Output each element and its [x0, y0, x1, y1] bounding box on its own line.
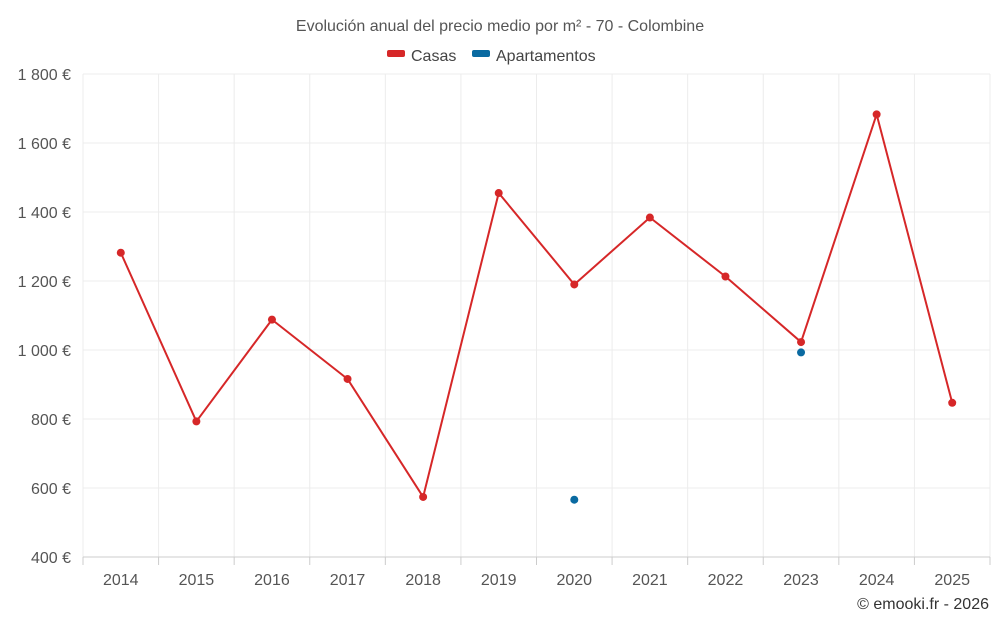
y-tick-label: 600 €	[31, 481, 71, 498]
y-tick-label: 1 600 €	[18, 136, 71, 153]
data-point-apartamentos[interactable]	[797, 348, 806, 357]
data-point-casas[interactable]	[419, 492, 428, 501]
x-tick-label: 2023	[783, 572, 819, 589]
y-axis: 400 € 600 € 800 € 1 000 € 1 200 € 1 400 € 1 60…	[18, 67, 71, 567]
chart-title: Evolución anual del precio medio por m² …	[296, 18, 704, 35]
y-tick-label: 1 000 €	[18, 343, 71, 360]
x-tick-label: 2025	[934, 572, 970, 589]
y-tick-label: 1 400 €	[18, 205, 71, 222]
grid	[82, 73, 991, 557]
legend-swatch-casas	[387, 50, 405, 57]
legend-label-apartamentos: Apartamentos	[496, 48, 596, 65]
y-tick-label: 800 €	[31, 412, 71, 429]
x-tick-label: 2021	[632, 572, 668, 589]
legend-item-casas[interactable]: Casas	[387, 48, 456, 65]
data-point-casas[interactable]	[267, 315, 276, 324]
x-tick-label: 2022	[708, 572, 744, 589]
x-tick-label: 2014	[103, 572, 139, 589]
x-tick-label: 2016	[254, 572, 290, 589]
x-tick-label: 2017	[330, 572, 366, 589]
y-tick-label: 400 €	[31, 550, 71, 567]
data-point-casas[interactable]	[948, 398, 957, 407]
data-point-casas[interactable]	[721, 272, 730, 281]
data-point-casas[interactable]	[645, 213, 654, 222]
x-tick-label: 2018	[405, 572, 441, 589]
data-point-casas[interactable]	[116, 248, 125, 257]
data-point-casas[interactable]	[570, 280, 579, 289]
series	[116, 110, 957, 504]
x-tick-label: 2015	[179, 572, 215, 589]
y-tick-label: 1 200 €	[18, 274, 71, 291]
data-point-casas[interactable]	[797, 338, 806, 347]
legend: Casas Apartamentos	[387, 48, 596, 65]
x-tick-label: 2024	[859, 572, 895, 589]
data-point-casas[interactable]	[343, 374, 352, 383]
legend-swatch-apartamentos	[472, 50, 490, 57]
credit-text: © emooki.fr - 2026	[857, 596, 989, 613]
y-tick-label: 1 800 €	[18, 67, 71, 84]
data-point-casas[interactable]	[192, 417, 201, 426]
data-point-casas[interactable]	[494, 189, 503, 198]
x-tick-label: 2019	[481, 572, 517, 589]
data-point-apartamentos[interactable]	[570, 495, 579, 504]
legend-item-apartamentos[interactable]: Apartamentos	[472, 48, 596, 65]
data-point-casas[interactable]	[872, 110, 881, 119]
x-axis: 2014 2015 2016 2017 2018 2019 2020 2021 2022 2023…	[82, 556, 991, 589]
legend-label-casas: Casas	[411, 48, 456, 65]
x-tick-label: 2020	[556, 572, 592, 589]
series-line-casas	[119, 113, 954, 498]
